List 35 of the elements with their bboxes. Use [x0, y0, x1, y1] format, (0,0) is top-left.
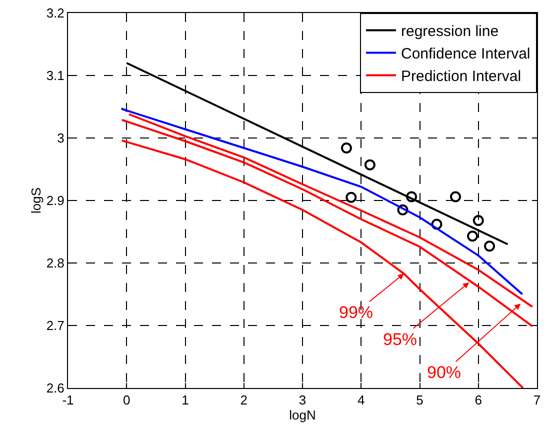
x-tick-label: 4	[358, 392, 365, 408]
x-axis-title: logN	[289, 408, 316, 423]
point	[364, 159, 376, 170]
y-tick-label: 2.8	[46, 256, 64, 271]
legend-label: Confidence Interval	[401, 46, 530, 63]
y-tick-label: 2.7	[46, 318, 64, 334]
legend-label: Prediction Interval	[401, 68, 522, 86]
point	[431, 218, 442, 230]
point	[406, 191, 418, 202]
legend-label: regression line	[401, 23, 499, 40]
point	[340, 142, 352, 154]
point	[484, 240, 496, 252]
y-tick-label: 3.2	[46, 6, 64, 21]
point	[467, 230, 478, 242]
x-tick-label: 6	[474, 392, 482, 408]
point	[397, 204, 408, 216]
line-series	[120, 140, 524, 388]
y-tick-label: 2.9	[46, 193, 64, 208]
x-tick-label: 1	[182, 392, 189, 408]
annotation: 99%	[339, 303, 374, 322]
y-tick-label: 3	[57, 130, 64, 146]
x-tick-label: 5	[416, 392, 424, 408]
y-axis-title: logS	[28, 187, 44, 214]
x-tick-label: 2	[240, 392, 248, 408]
x-tick-label: 3	[298, 392, 306, 408]
y-tick-label: 3.1	[46, 68, 64, 84]
x-tick-label: 7	[533, 392, 541, 408]
point	[346, 192, 357, 203]
annotation: 95%	[383, 330, 418, 349]
annotation: 90%	[427, 363, 462, 382]
x-tick-label: 0	[123, 392, 130, 408]
point	[472, 215, 484, 226]
y-tick-label: 2.6	[46, 380, 64, 396]
point	[450, 191, 462, 202]
x-tick-label: -1	[62, 392, 74, 408]
